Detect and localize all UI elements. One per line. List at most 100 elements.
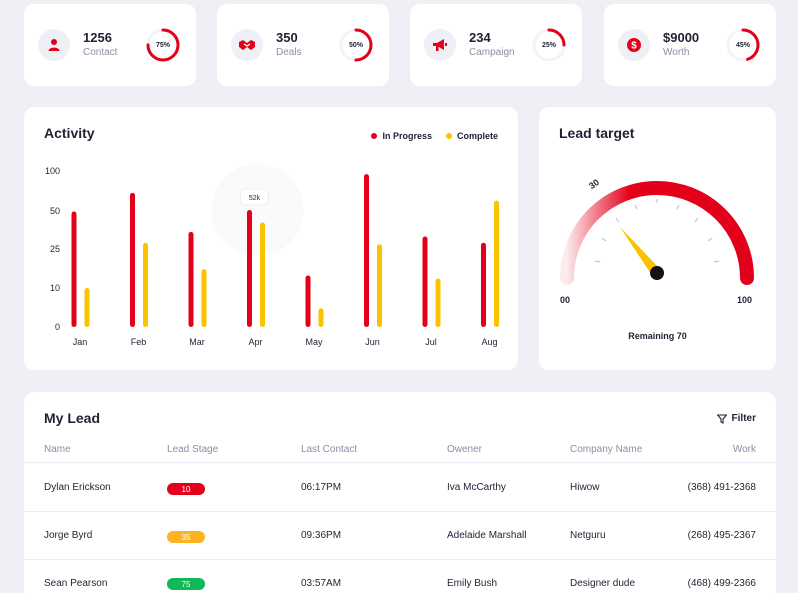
cell-company: Hiwow [570, 482, 600, 493]
bar-complete-feb[interactable] [143, 242, 148, 327]
filter-button[interactable]: Filter [716, 413, 756, 424]
gauge-min-label: 00 [560, 295, 571, 305]
cell-work: (268) 495-2367 [687, 530, 756, 541]
my-lead-card [24, 392, 776, 593]
stat-value: 234 [469, 30, 491, 45]
row-divider [24, 462, 776, 463]
row-divider [24, 559, 776, 560]
bar-in-progress-jan[interactable] [71, 211, 77, 327]
dollar-icon: $ [618, 29, 650, 61]
cell-company: Designer dude [570, 578, 636, 589]
bar-in-progress-feb[interactable] [130, 192, 135, 327]
y-tick-label: 50 [50, 206, 60, 216]
bar-complete-jan[interactable] [84, 288, 90, 327]
cell-name: Dylan Erickson [44, 482, 111, 493]
legend-in-progress: In Progress [371, 131, 432, 141]
x-tick-label: Apr [248, 337, 262, 347]
column-header-work[interactable]: Work [732, 444, 756, 455]
column-header-last-contact[interactable]: Last Contact [301, 444, 358, 455]
y-tick-label: 25 [50, 244, 60, 254]
stat-card-campaign[interactable]: 234 Campaign 25% [410, 4, 582, 86]
gauge-remaining-text: Remaining 70 [628, 331, 687, 341]
stat-label: Campaign [469, 47, 515, 58]
cell-owner: Emily Bush [447, 578, 498, 589]
bar-in-progress-jun[interactable] [364, 174, 369, 327]
progress-ring-label: 75% [155, 41, 170, 49]
lead-stage-badge: 75 [167, 578, 205, 590]
bar-complete-jun[interactable] [377, 244, 382, 327]
activity-title: Activity [44, 125, 95, 141]
tooltip-label: 52k [249, 195, 261, 202]
stat-card-worth[interactable]: $ $9000 Worth 45% [604, 4, 776, 86]
column-header-owner[interactable]: Owener [447, 444, 483, 455]
cell-owner: Adelaide Marshall [447, 530, 527, 541]
x-tick-label: Mar [189, 337, 205, 347]
legend-label: Complete [456, 131, 498, 141]
row-divider [24, 511, 776, 512]
gauge-arc [560, 181, 754, 285]
x-tick-label: Jul [425, 337, 437, 347]
gauge-ticks [594, 199, 720, 263]
lead-stage-badge: 35 [167, 531, 205, 543]
stat-value: 1256 [83, 30, 112, 45]
progress-ring: 50% [337, 26, 375, 64]
my-lead-title: My Lead [44, 410, 101, 426]
tooltip-halo [211, 164, 304, 256]
stat-label: Deals [276, 47, 302, 58]
gauge-max-label: 100 [737, 295, 753, 305]
lead-stage-badge: 10 [167, 483, 205, 495]
progress-ring-label: 25% [541, 41, 556, 49]
cell-last-contact: 09:36PM [301, 530, 342, 541]
stat-label: Contact [83, 47, 118, 58]
megaphone-icon [424, 29, 456, 61]
y-tick-label: 100 [45, 166, 60, 176]
cell-last-contact: 06:17PM [301, 482, 342, 493]
progress-ring: 45% [724, 26, 762, 64]
bar-in-progress-apr[interactable] [247, 210, 252, 327]
stat-card-contact[interactable]: 1256 Contact 75% [24, 4, 196, 86]
column-header-lead-stage[interactable]: Lead Stage [167, 444, 219, 455]
handshake-icon [231, 29, 263, 61]
bar-in-progress-aug[interactable] [481, 242, 486, 327]
bar-complete-apr[interactable] [260, 222, 265, 327]
cell-name: Sean Pearson [44, 578, 108, 589]
column-header-name[interactable]: Name [44, 444, 71, 455]
cell-owner: Iva McCarthy [447, 482, 506, 493]
tooltip-box [240, 188, 269, 206]
bar-complete-mar[interactable] [201, 269, 207, 327]
progress-ring: 75% [144, 26, 182, 64]
bar-in-progress-jul[interactable] [422, 236, 428, 327]
x-tick-label: May [305, 337, 323, 347]
x-tick-label: Aug [481, 337, 497, 347]
column-header-company[interactable]: Company Name [570, 444, 643, 455]
progress-ring: 25% [530, 26, 568, 64]
bar-complete-may[interactable] [318, 308, 324, 327]
gauge-needle [620, 227, 661, 277]
stat-label: Worth [663, 47, 690, 58]
x-tick-label: Jun [365, 337, 380, 347]
bar-in-progress-mar[interactable] [188, 231, 194, 327]
cell-work: (468) 499-2366 [687, 578, 756, 589]
user-icon [38, 29, 70, 61]
cell-company: Netguru [570, 530, 606, 541]
activity-legend: In Progress Complete [371, 131, 498, 141]
y-tick-label: 10 [50, 283, 60, 293]
lead-target-gauge [560, 181, 754, 285]
progress-ring-label: 50% [348, 41, 363, 49]
stat-card-deals[interactable]: 350 Deals 50% [217, 4, 389, 86]
legend-label: In Progress [382, 131, 432, 141]
svg-text:$: $ [631, 41, 637, 52]
filter-label: Filter [731, 413, 756, 424]
bar-complete-aug[interactable] [494, 200, 499, 327]
legend-dot [445, 133, 452, 139]
stat-value: 350 [276, 30, 298, 45]
cell-last-contact: 03:57AM [301, 578, 342, 589]
cell-work: (368) 491-2368 [687, 482, 756, 493]
bar-in-progress-may[interactable] [305, 275, 311, 327]
progress-ring-label: 45% [735, 41, 750, 49]
legend-dot [371, 133, 378, 139]
lead-target-title: Lead target [559, 125, 635, 141]
bar-complete-jul[interactable] [435, 278, 441, 327]
cell-name: Jorge Byrd [44, 530, 93, 541]
